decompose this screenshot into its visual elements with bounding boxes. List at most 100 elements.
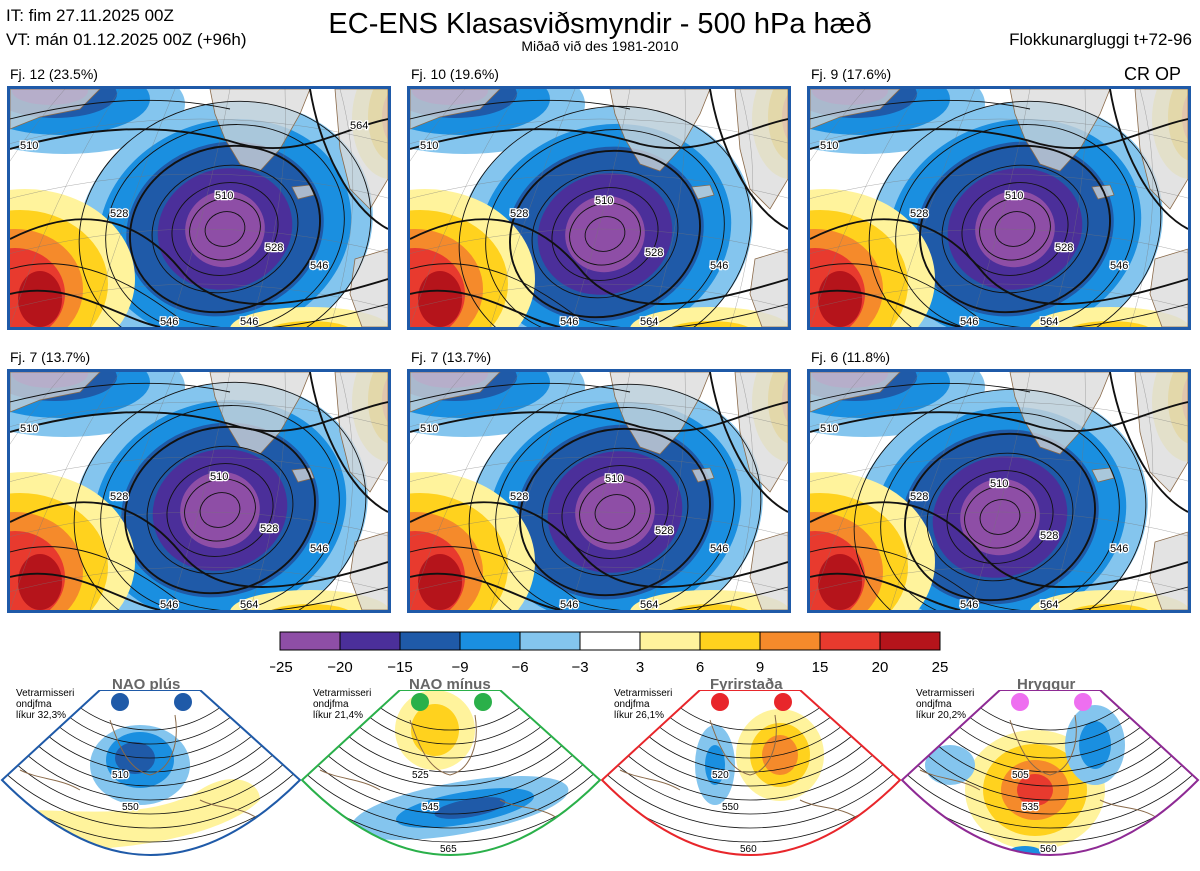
contour-label: 528 <box>260 523 278 535</box>
meridian <box>729 372 754 610</box>
contour-label: 546 <box>560 316 578 327</box>
height-contour <box>105 124 345 327</box>
regime-contour <box>2 690 300 815</box>
parallel <box>10 401 388 427</box>
colorbar-swatch <box>879 631 941 651</box>
regime-contour <box>302 690 600 829</box>
height-contour <box>100 405 340 610</box>
regime-contour <box>615 690 885 745</box>
colorbar-swatch <box>759 631 821 651</box>
contour-label: 510 <box>605 473 623 485</box>
colorbar-tick-label: −6 <box>511 659 528 676</box>
regime-anomaly <box>925 745 975 785</box>
iceland <box>691 184 715 200</box>
regime-title: NAO plús <box>112 676 181 693</box>
regime-contour-label: 560 <box>1040 844 1057 855</box>
height-contour <box>199 492 241 528</box>
height-contours <box>410 89 788 327</box>
parallel <box>810 511 1188 537</box>
regime-contour <box>602 690 900 843</box>
height-contour <box>810 218 1188 305</box>
height-contour <box>709 89 788 230</box>
meridian <box>410 89 466 162</box>
meridian <box>10 372 66 445</box>
height-contour <box>458 105 752 327</box>
colorbar-tick-label: 25 <box>932 659 949 676</box>
low-anomaly-blob <box>180 471 260 549</box>
colorbar-swatch <box>639 631 701 651</box>
height-contour <box>10 289 161 327</box>
contour-label: 546 <box>240 316 258 327</box>
height-contour <box>1109 89 1188 230</box>
height-contour <box>961 182 1069 276</box>
height-contour <box>10 263 388 327</box>
height-contour <box>926 452 1074 582</box>
regime-contour <box>302 690 600 815</box>
regime-note: Vetrarmisseri ondjfma líkur 32,3% <box>16 688 75 721</box>
page-subtitle: Miðað við des 1981-2010 <box>521 38 679 54</box>
scandinavia <box>1134 89 1188 210</box>
regime-anomaly <box>434 797 506 819</box>
europe <box>349 531 388 610</box>
regime-note: Vetrarmisseri ondjfma líkur 21,4% <box>313 688 372 721</box>
regime-contour <box>929 690 1171 731</box>
coastline <box>319 769 381 791</box>
coastline <box>109 714 177 776</box>
regime-map: 520 550 560 <box>600 690 902 856</box>
anomaly-field <box>410 372 788 610</box>
meridian <box>649 372 686 610</box>
cluster-map-panel: 510 510 528 528 546 546 564 <box>807 369 1191 613</box>
meridian <box>1129 372 1154 610</box>
height-contour <box>853 388 1147 610</box>
land-layer <box>410 89 788 327</box>
regime-frame <box>900 690 1200 856</box>
regime-contour <box>302 690 600 801</box>
contour-label: 546 <box>560 599 578 610</box>
header-info: IT: fim 27.11.2025 00Z VT: mán 01.12.202… <box>6 4 247 52</box>
contour-label: 564 <box>350 120 368 132</box>
regime-contour <box>2 690 299 759</box>
height-contour <box>810 289 961 327</box>
height-contour <box>10 546 388 610</box>
cluster-map-panel: 510 510 528 528 546 546 564 <box>407 369 791 613</box>
contour-label: 546 <box>310 543 328 555</box>
meridian <box>169 89 231 327</box>
meridian <box>89 89 176 327</box>
height-contour <box>919 144 1111 314</box>
contour-label: 564 <box>240 599 258 610</box>
regime-title: Hryggur <box>1017 676 1076 693</box>
regime-marker-dot <box>774 693 792 711</box>
cluster-map-panel: 510 510 528 528 546 546 546 564 <box>7 86 391 330</box>
regime-marker-dot <box>1011 693 1029 711</box>
meridian <box>969 372 1031 610</box>
parallel <box>410 118 788 144</box>
height-contour <box>10 572 161 610</box>
contour-label: 546 <box>160 599 178 610</box>
europe <box>749 531 788 610</box>
regime-contour <box>602 690 899 759</box>
contour-label: 510 <box>1005 190 1023 202</box>
cluster-map: 510 510 528 528 546 546 564 <box>410 372 788 610</box>
height-contour <box>410 218 788 305</box>
parallel <box>10 283 388 309</box>
regime-frame <box>0 690 302 856</box>
regime-marker-dot <box>1074 693 1092 711</box>
height-contour <box>810 99 1031 120</box>
classification-window: Flokkunargluggi t+72-96 <box>1009 30 1192 49</box>
regime-contour <box>2 690 300 843</box>
meridian <box>1049 89 1086 327</box>
cluster-label: Fj. 10 (19.6%) <box>411 66 499 82</box>
europe <box>349 248 388 327</box>
contour-label: 546 <box>1110 260 1128 272</box>
height-contour <box>810 546 1188 610</box>
height-contour <box>10 501 388 588</box>
height-contour <box>204 211 246 247</box>
height-contour <box>151 164 299 294</box>
regime-contour-label: 535 <box>1022 802 1039 813</box>
meridian <box>729 89 754 327</box>
regime-field <box>602 690 900 855</box>
colorbar-swatch <box>459 631 521 651</box>
contour-label: 528 <box>110 491 128 503</box>
parallel <box>410 173 788 199</box>
colorbar-tick-label: 15 <box>812 659 829 676</box>
